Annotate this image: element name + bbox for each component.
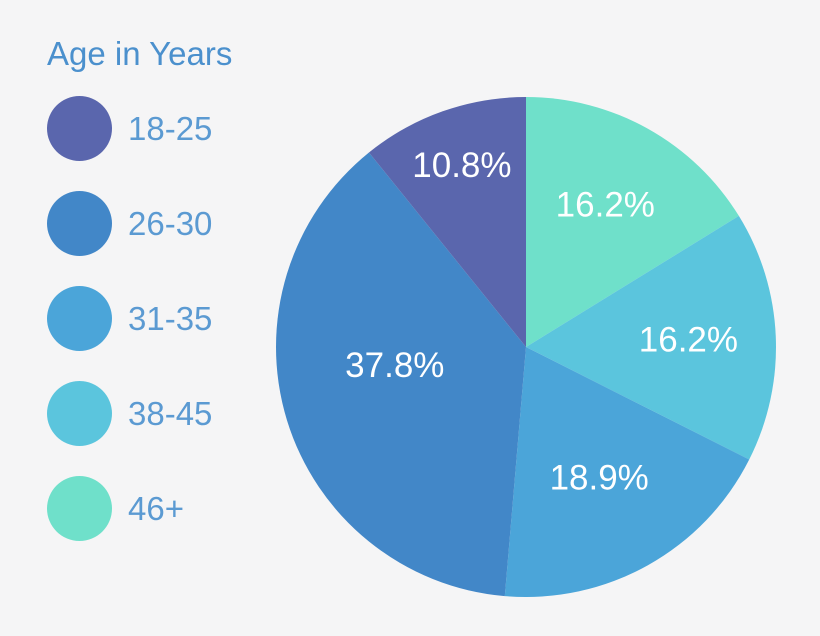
legend-item-38-45: 38-45: [47, 381, 232, 446]
legend-label-38-45: 38-45: [128, 394, 213, 432]
chart-title: Age in Years: [47, 35, 233, 72]
legend-label-18-25: 18-25: [128, 109, 213, 147]
legend-label-26-30: 26-30: [128, 204, 213, 242]
legend-item-26-30: 26-30: [47, 191, 232, 256]
pie-slice-label-38-45: 16.2%: [639, 321, 738, 360]
legend: Age in Years 18-25 26-30 31-35 38-45 46+: [47, 34, 232, 571]
legend-swatch-38-45: [47, 381, 112, 446]
legend-item-31-35: 31-35: [47, 286, 232, 351]
pie-slice-label-31-35: 18.9%: [550, 459, 649, 498]
pie-slice-18-25: [368, 97, 526, 347]
legend-item-46plus: 46+: [47, 476, 232, 541]
pie-chart: 16.2% 16.2% 18.9% 37.8% 10.8%: [276, 97, 776, 597]
pie-slice-46plus: [526, 97, 739, 347]
pie-slice-31-35: [504, 347, 750, 597]
legend-item-18-25: 18-25: [47, 96, 232, 161]
legend-swatch-31-35: [47, 286, 112, 351]
legend-swatch-18-25: [47, 96, 112, 161]
pie-slice-label-46plus: 16.2%: [556, 186, 655, 225]
legend-label-31-35: 31-35: [128, 299, 213, 337]
legend-swatch-46plus: [47, 476, 112, 541]
pie-slice-label-18-25: 10.8%: [412, 146, 511, 185]
pie-svg: 16.2% 16.2% 18.9% 37.8% 10.8%: [276, 97, 776, 597]
pie-slice-26-30: [276, 152, 526, 597]
legend-label-46plus: 46+: [128, 489, 184, 527]
pie-slice-label-26-30: 37.8%: [345, 346, 444, 385]
legend-swatch-26-30: [47, 191, 112, 256]
pie-slice-38-45: [526, 215, 776, 460]
